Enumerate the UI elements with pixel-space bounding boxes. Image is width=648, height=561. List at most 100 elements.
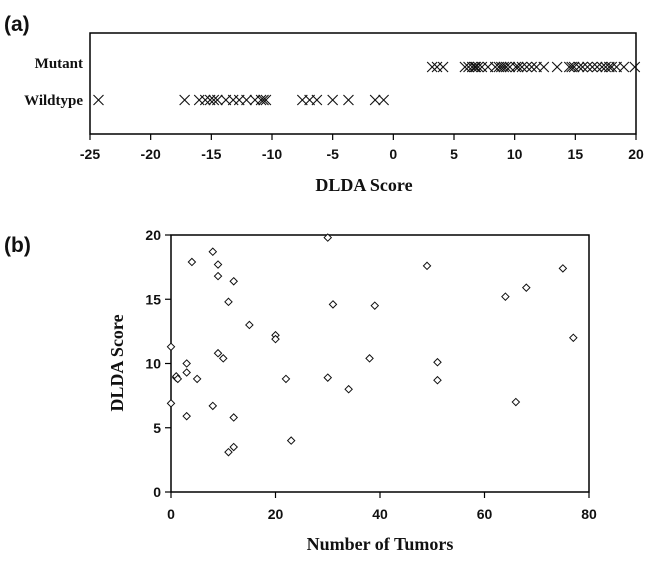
panel-a-x-tick-label: -20 (141, 146, 161, 162)
marker-wildtype (199, 94, 211, 106)
marker-mutant (618, 61, 630, 73)
scatter-point (213, 348, 223, 358)
scatter-point (433, 357, 442, 367)
marker-mutant (591, 61, 603, 73)
scatter-point (245, 320, 254, 330)
panel-a-x-tick-label: -5 (326, 146, 339, 162)
marker-wildtype (378, 94, 390, 106)
panel-b-y-tick-label: 10 (145, 356, 161, 372)
panel-a-plot-frame (89, 32, 637, 135)
scatter-point (521, 283, 531, 292)
marker-mutant (516, 61, 528, 73)
scatter-point (208, 401, 218, 411)
category-label-wildtype: Wildtype (24, 93, 83, 109)
panel-b-y-ticks: 0 5 10 15 20 (145, 227, 171, 500)
marker-mutant (538, 61, 550, 73)
marker-wildtype (208, 94, 220, 106)
panel-a-x-tick-label: 15 (568, 146, 584, 162)
panel-a-x-tick-label: -15 (201, 146, 221, 162)
scatter-point (166, 399, 176, 408)
panel-b-plot-frame (170, 234, 590, 493)
marker-mutant (498, 61, 510, 73)
marker-mutant (582, 61, 593, 73)
scatter-point (323, 373, 333, 382)
panel-b-y-tick-label: 0 (153, 484, 161, 500)
marker-mutant (563, 61, 575, 73)
panel-b-x-axis-title: Number of Tumors (307, 534, 454, 554)
marker-mutant (577, 61, 589, 73)
marker-wildtype (369, 94, 381, 106)
scatter-point (558, 264, 568, 273)
scatter-point (370, 301, 380, 310)
marker-mutant (512, 61, 524, 73)
marker-wildtype (93, 94, 104, 106)
scatter-point (224, 447, 233, 457)
marker-wildtype (255, 94, 267, 106)
marker-wildtype (311, 94, 323, 106)
marker-mutant (426, 61, 438, 73)
scatter-point (511, 397, 521, 407)
scatter-point (323, 233, 333, 242)
scatter-point (213, 260, 223, 269)
scatter-point (281, 374, 291, 384)
marker-mutant (629, 61, 641, 73)
scatter-point (187, 257, 197, 267)
marker-mutant (431, 61, 443, 73)
marker-wildtype (227, 94, 239, 106)
scatter-point (182, 368, 191, 377)
scatter-point (229, 276, 239, 286)
panel-b-markers (166, 233, 578, 457)
panel-a-x-ticks: -25 -20 -15 -10 -5 0 5 10 15 20 (80, 134, 644, 162)
scatter-point (213, 271, 223, 281)
marker-mutant (586, 61, 598, 73)
scatter-point (569, 333, 578, 343)
scatter-point (501, 292, 510, 301)
scatter-point (229, 442, 239, 452)
panel-a: (a) Mutant Wildtype -25 -20 -15 -10 -5 0 5 10 15… (4, 13, 644, 195)
panel-a-x-tick-label: 5 (450, 146, 458, 162)
marker-wildtype (258, 94, 269, 106)
marker-wildtype (212, 94, 223, 106)
scatter-point (433, 375, 442, 385)
panel-a-x-tick-label: -25 (80, 146, 100, 162)
marker-mutant (521, 61, 533, 73)
marker-mutant (510, 61, 522, 73)
panel-b-x-tick-label: 80 (581, 506, 597, 522)
panel-b-x-tick-label: 20 (268, 506, 284, 522)
scatter-point (182, 411, 191, 421)
marker-mutant (526, 61, 538, 73)
marker-wildtype (179, 94, 191, 106)
panel-b-y-tick-label: 15 (145, 291, 161, 307)
marker-mutant (606, 61, 618, 73)
scatter-point (271, 334, 280, 344)
panel-b-label: (b) (4, 234, 31, 257)
panel-b-x-tick-label: 60 (477, 506, 493, 522)
scatter-point (328, 300, 338, 309)
marker-wildtype (241, 94, 252, 106)
scatter-point (208, 247, 218, 257)
marker-mutant (551, 61, 563, 73)
scatter-point (192, 374, 202, 384)
panel-a-x-tick-label: 0 (389, 146, 397, 162)
panel-b-y-tick-label: 20 (145, 227, 161, 243)
panel-a-x-tick-label: -10 (262, 146, 282, 162)
panel-a-x-tick-label: 20 (628, 146, 644, 162)
marker-mutant (437, 61, 449, 73)
scatter-point (365, 354, 374, 363)
scatter-point (224, 297, 233, 307)
marker-wildtype (193, 94, 205, 106)
marker-wildtype (260, 94, 272, 106)
panel-b-x-tick-label: 0 (167, 506, 175, 522)
scatter-point (173, 374, 183, 384)
marker-wildtype (249, 94, 261, 106)
panel-a-markers (93, 61, 641, 106)
category-label-mutant: Mutant (35, 56, 83, 72)
scatter-point (182, 359, 191, 368)
marker-wildtype (327, 94, 339, 106)
scatter-point (218, 354, 228, 363)
marker-mutant (573, 61, 585, 73)
panel-a-label: (a) (4, 13, 30, 36)
panel-a-x-tick-label: 10 (507, 146, 523, 162)
